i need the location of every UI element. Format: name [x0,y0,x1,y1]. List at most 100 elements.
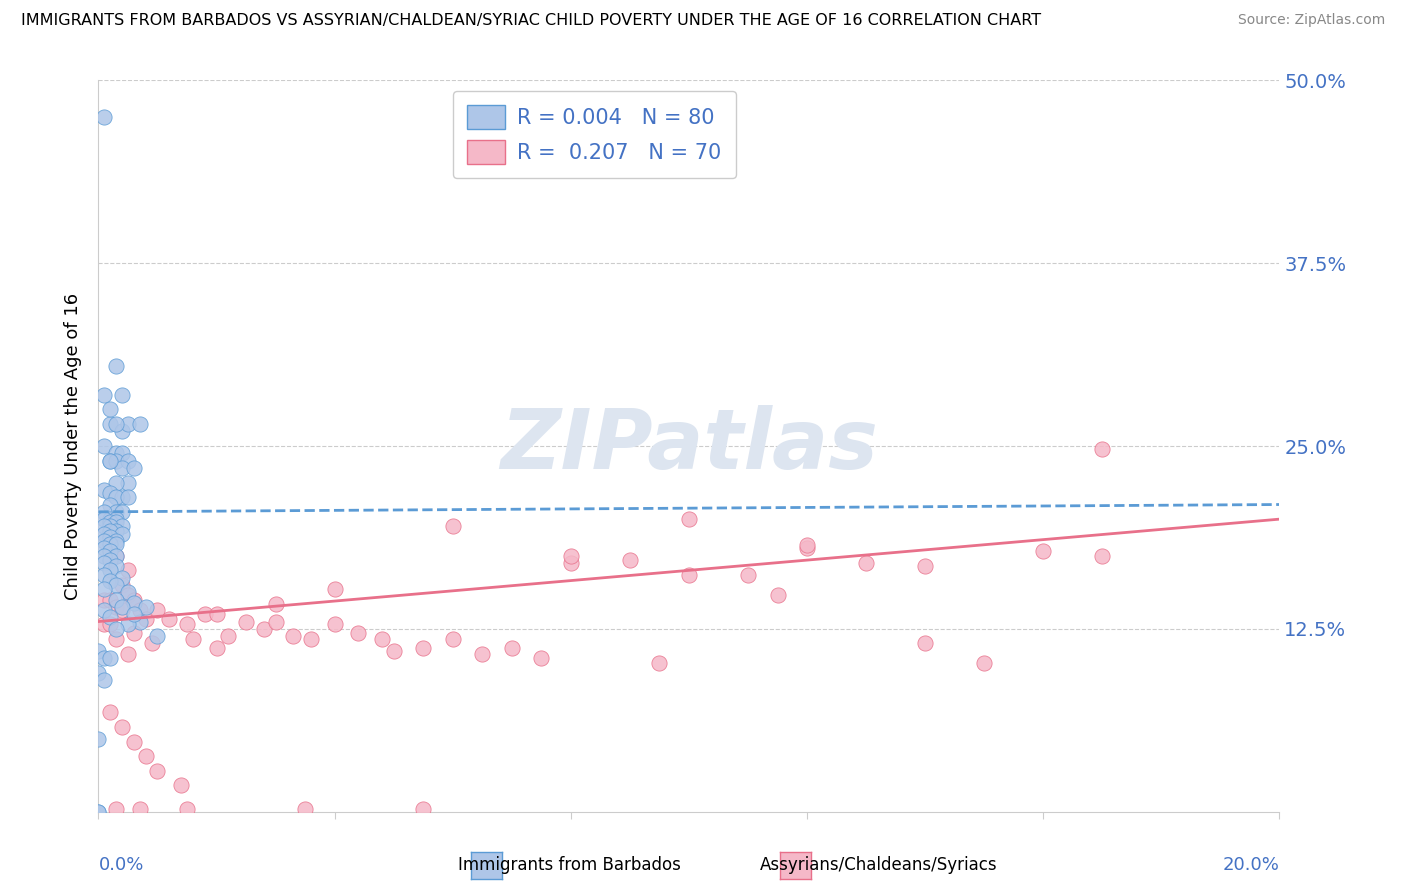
Point [1091,442,1114,456]
Point [117,588,139,602]
Point [128,417,150,431]
Point [914,636,936,650]
Point [111,599,134,614]
Point [117,647,139,661]
Point [122,734,145,748]
Point [323,617,346,632]
Point [135,612,157,626]
Point [98,417,121,431]
Point [128,603,150,617]
Point [105,549,128,563]
Point [98,651,121,665]
Point [855,556,877,570]
Point [128,802,150,816]
Point [93,483,115,497]
Point [105,534,128,549]
Point [87,731,110,746]
Point [441,632,464,646]
Point [105,512,128,526]
Point [105,622,128,636]
Point [176,617,198,632]
Text: IMMIGRANTS FROM BARBADOS VS ASSYRIAN/CHALDEAN/SYRIAC CHILD POVERTY UNDER THE AGE: IMMIGRANTS FROM BARBADOS VS ASSYRIAN/CHA… [21,13,1042,29]
Point [117,453,139,467]
Point [105,558,128,573]
Legend: R = 0.004   N = 80, R =  0.207   N = 70: R = 0.004 N = 80, R = 0.207 N = 70 [453,91,737,178]
Point [111,490,134,504]
Point [98,553,121,567]
Point [737,567,759,582]
Point [93,673,115,687]
Point [560,556,582,570]
Point [678,567,700,582]
Point [181,632,204,646]
Point [1032,544,1054,558]
Point [111,505,134,519]
Point [111,578,134,592]
Point [122,595,145,609]
Point [176,802,198,816]
Point [117,475,139,490]
Point [323,582,346,597]
Point [117,585,139,599]
Point [111,519,134,533]
Point [412,802,434,816]
Point [299,632,322,646]
Point [98,485,121,500]
Point [93,582,115,597]
Point [98,453,121,467]
Point [105,632,128,646]
Text: ZIPatlas: ZIPatlas [501,406,877,486]
Point [170,778,193,792]
Text: Assyrians/Chaldeans/Syriacs: Assyrians/Chaldeans/Syriacs [759,856,998,874]
Point [93,439,115,453]
Point [146,603,169,617]
Point [441,519,464,533]
Point [122,592,145,607]
Y-axis label: Child Poverty Under the Age of 16: Child Poverty Under the Age of 16 [65,293,83,599]
Point [98,524,121,538]
Point [105,524,128,538]
Point [105,802,128,816]
Point [471,647,494,661]
Point [105,515,128,529]
Point [93,110,115,124]
Point [157,612,180,626]
Point [111,388,134,402]
Point [87,805,110,819]
Point [264,615,287,629]
Point [111,571,134,585]
Point [146,764,169,778]
Point [122,626,145,640]
Point [105,359,128,373]
Point [766,588,789,602]
Point [111,603,134,617]
Point [111,461,134,475]
Point [141,636,163,650]
Point [796,539,818,553]
Point [235,615,257,629]
Point [93,541,115,556]
Point [93,519,115,533]
Point [93,512,115,526]
Point [93,592,115,607]
Point [117,563,139,577]
Point [105,453,128,467]
Point [87,644,110,658]
Point [93,549,115,563]
Text: Immigrants from Barbados: Immigrants from Barbados [458,856,681,874]
Point [105,549,128,563]
Point [98,512,121,526]
Point [1091,549,1114,563]
Point [122,607,145,622]
Point [93,617,115,632]
Point [135,599,157,614]
Text: 20.0%: 20.0% [1223,855,1279,873]
Point [98,563,121,577]
Point [93,388,115,402]
Point [98,610,121,624]
Point [105,475,128,490]
Point [98,544,121,558]
Point [111,425,134,439]
Point [117,617,139,632]
Point [93,556,115,570]
